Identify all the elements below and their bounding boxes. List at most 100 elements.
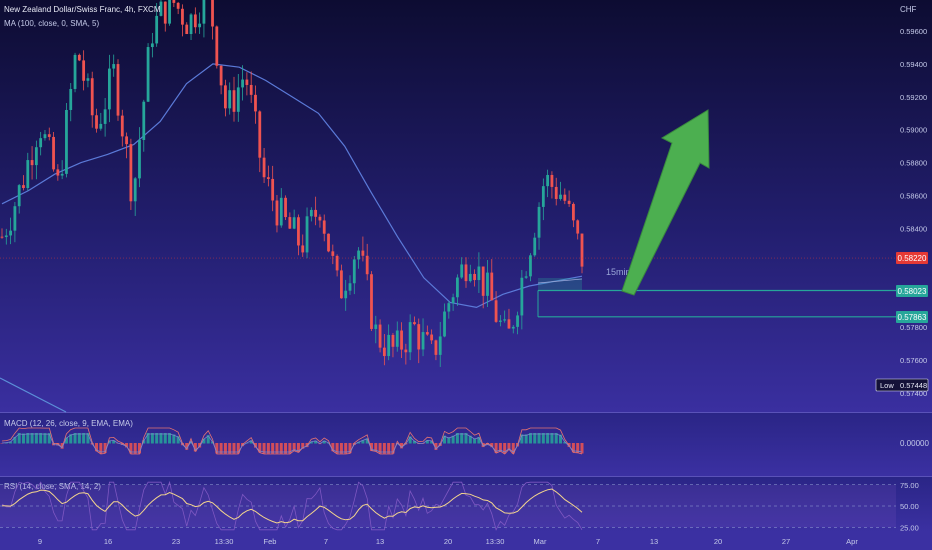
candle[interactable] [284,195,287,221]
candle[interactable] [541,178,545,221]
candle[interactable] [352,256,356,295]
candle[interactable] [262,148,266,184]
candle[interactable] [279,188,283,228]
horizontal-levels[interactable] [0,257,896,318]
candle[interactable] [146,43,150,103]
candle[interactable] [163,1,167,32]
candle[interactable] [129,138,133,210]
candle[interactable] [297,214,300,256]
candle[interactable] [73,52,77,93]
candle[interactable] [82,50,86,91]
candle[interactable] [421,318,425,357]
candle[interactable] [271,165,275,212]
candle[interactable] [301,234,305,257]
candle[interactable] [533,232,537,257]
candle[interactable] [34,140,38,180]
candle[interactable] [219,65,223,95]
candle[interactable] [181,4,184,37]
candle[interactable] [460,257,464,279]
price-axis[interactable]: 0.59600 0.59400 0.59200 0.59000 0.58800 0.586… [900,27,927,398]
candle[interactable] [529,253,532,282]
candle[interactable] [477,252,481,294]
candle[interactable] [365,243,369,281]
candle[interactable] [357,247,360,269]
candle[interactable] [249,71,253,103]
ma-line[interactable] [1,63,583,309]
candle[interactable] [473,269,476,287]
candle[interactable] [43,130,47,141]
candle[interactable] [374,315,378,344]
candle[interactable] [554,177,558,206]
candle[interactable] [133,177,137,216]
candle[interactable] [13,201,17,243]
candle[interactable] [520,269,524,330]
candle[interactable] [176,1,180,15]
candle[interactable] [26,152,30,191]
candle[interactable] [322,214,326,242]
candle[interactable] [498,315,502,327]
candle[interactable] [185,22,189,35]
candles[interactable] [0,0,584,367]
candle[interactable] [60,160,64,180]
candle[interactable] [288,212,292,229]
candle[interactable] [228,82,232,115]
candle[interactable] [90,71,94,128]
candle[interactable] [387,324,391,361]
candle[interactable] [193,7,197,34]
candle[interactable] [370,271,373,331]
candle[interactable] [172,0,176,8]
candle[interactable] [305,207,309,259]
candle[interactable] [103,98,107,137]
candle[interactable] [215,25,219,69]
candle[interactable] [108,54,111,123]
candle[interactable] [434,339,438,361]
candle[interactable] [266,165,270,187]
candle[interactable] [391,332,395,358]
candle[interactable] [318,214,322,228]
candle[interactable] [47,127,51,141]
candle[interactable] [378,319,382,353]
candle[interactable] [395,321,399,352]
candle[interactable] [95,108,98,133]
candle[interactable] [56,164,60,181]
candle[interactable] [490,259,494,301]
candle[interactable] [507,308,511,329]
diagonal-trend-line[interactable] [0,377,67,413]
candle[interactable] [550,171,554,199]
candle[interactable] [39,131,43,156]
candle[interactable] [125,132,128,159]
candle[interactable] [443,303,446,338]
candle[interactable] [464,257,468,288]
candle[interactable] [168,0,171,26]
candle[interactable] [17,183,21,214]
candle[interactable] [447,300,451,319]
candle[interactable] [150,32,154,58]
bullish-arrow[interactable] [621,109,710,296]
candle[interactable] [425,325,429,336]
candle[interactable] [65,103,68,178]
candle[interactable] [52,132,55,172]
candle[interactable] [382,334,386,366]
candle[interactable] [580,233,584,274]
candle[interactable] [120,109,124,147]
candle[interactable] [451,293,455,311]
candle[interactable] [400,322,403,358]
candle[interactable] [309,207,313,222]
candle[interactable] [344,279,348,311]
candle[interactable] [155,3,159,47]
candle[interactable] [275,195,279,233]
candle[interactable] [258,110,262,173]
candle[interactable] [456,274,459,306]
candle[interactable] [198,12,202,34]
candle[interactable] [335,254,339,277]
candle[interactable] [417,318,421,364]
candle[interactable] [331,244,335,265]
candle[interactable] [202,0,206,38]
candle[interactable] [86,73,90,88]
candle[interactable] [69,83,73,122]
candle[interactable] [567,190,571,207]
candle[interactable] [524,271,528,279]
candle[interactable] [236,73,240,122]
candle[interactable] [4,228,8,245]
